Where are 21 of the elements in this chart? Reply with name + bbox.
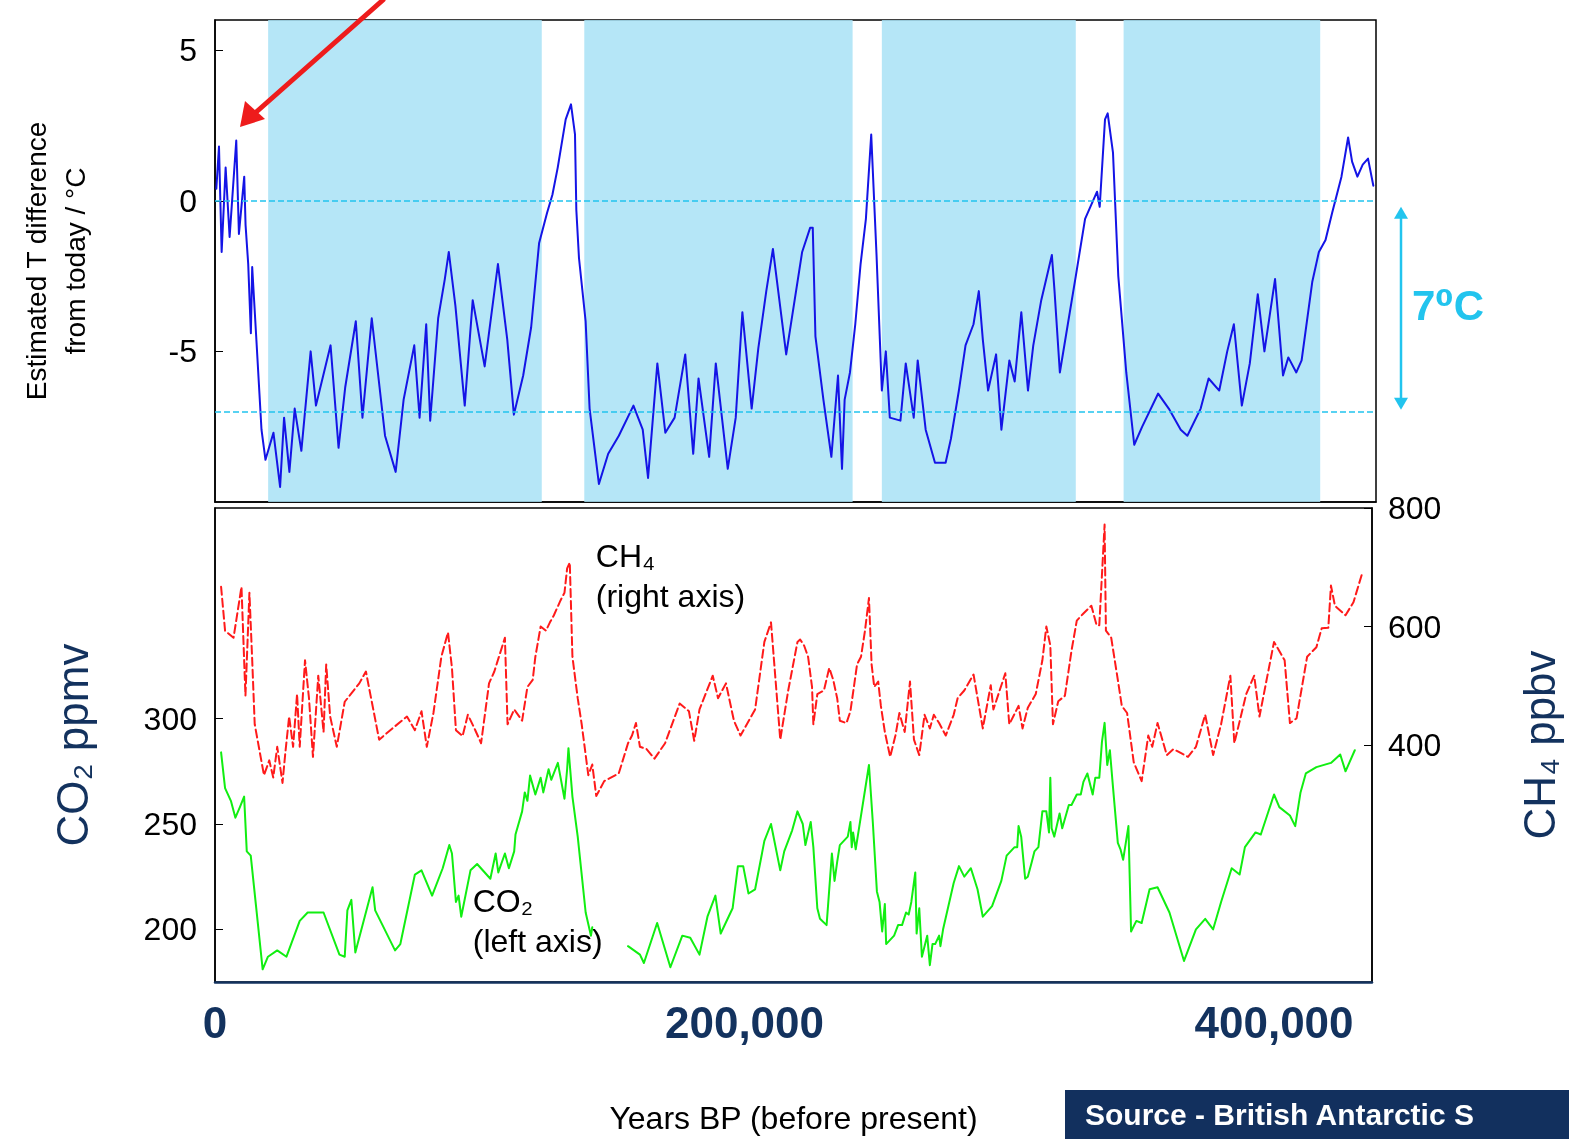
y2-axis-title: CH₄ ppbv [1514,650,1564,840]
x-axis-title: Years BP (before present) [609,1100,978,1136]
source-note: Source - British Antarctic S [1065,1090,1569,1139]
x-tick-label: 400,000 [1194,997,1354,1047]
y-axis-title: Estimated T difference from today / °C [20,121,91,401]
series-label: CO₂ (left axis) [472,883,603,960]
text: 7⁰C [1412,282,1485,330]
y-tick-label: 300 [143,700,197,737]
line-series [220,523,1364,797]
y2-tick-label: 600 [1388,608,1442,645]
y2-tick-label: 400 [1388,727,1442,763]
x-tick-label: 200,000 [664,997,825,1047]
y-tick-label: 200 [143,911,197,948]
y-tick-label: 250 [143,806,197,842]
y-axis-title: CO₂ ppmv [47,643,97,847]
line-series [215,103,1375,488]
y-tick-label: -5 [168,333,197,370]
y-tick-label: 0 [179,182,197,219]
y2-tick-label: 800 [1388,490,1442,526]
y-tick-label: 5 [179,32,197,69]
series-label: CH₄ (right axis) [595,537,746,614]
